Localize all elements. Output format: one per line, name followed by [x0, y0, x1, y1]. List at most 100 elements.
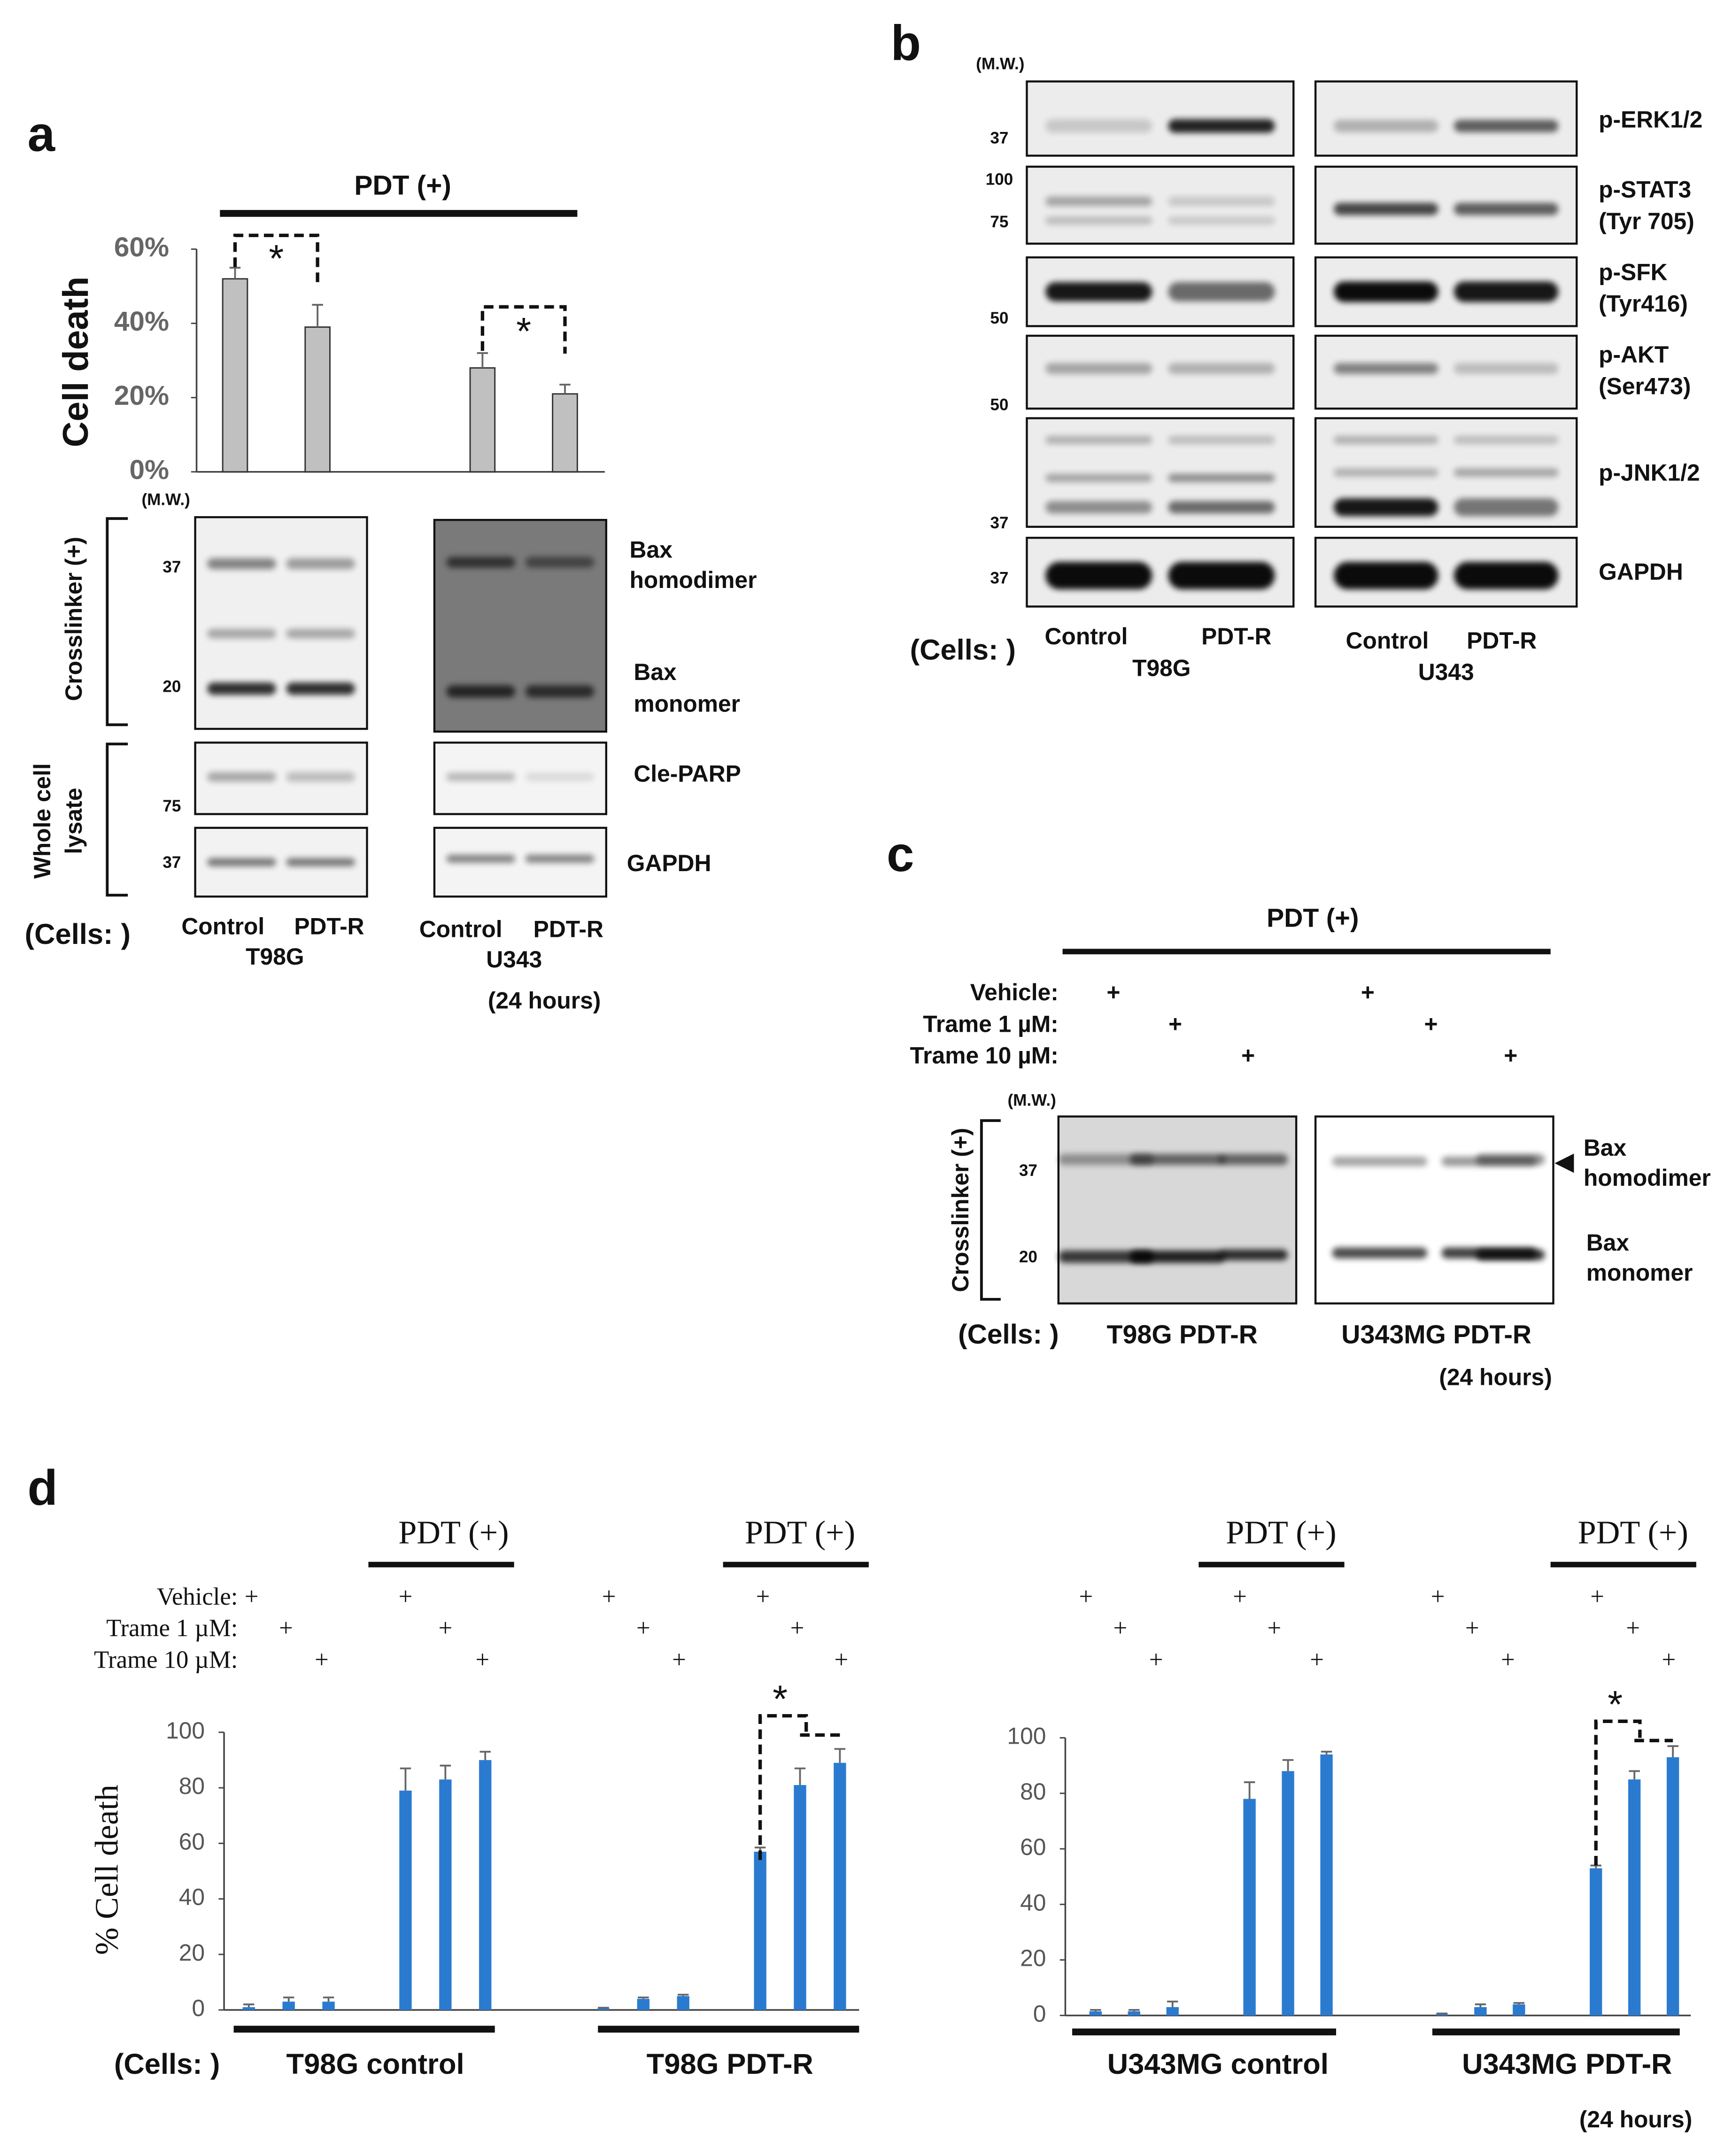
band	[1219, 1249, 1288, 1260]
band	[1045, 436, 1152, 444]
band	[1334, 120, 1438, 132]
label: Control	[181, 913, 264, 940]
treatment-mark: +	[1241, 1043, 1255, 1069]
bar	[399, 1790, 412, 2010]
label: p-JNK1/2	[1599, 460, 1700, 486]
label: U343	[486, 946, 542, 973]
label: *	[516, 310, 531, 353]
label: PDT (+)	[398, 1514, 509, 1551]
treatment-mark: +	[1310, 1646, 1324, 1674]
band	[1219, 1154, 1288, 1165]
label: U343MG PDT-R	[1341, 1320, 1531, 1349]
label: % Cell death	[88, 1785, 125, 1955]
label: (Tyr416)	[1599, 291, 1688, 317]
band	[1334, 281, 1438, 302]
band	[207, 558, 276, 570]
treatment-mark: +	[399, 1583, 413, 1610]
label: Bax	[634, 659, 677, 685]
label: homodimer	[1584, 1165, 1711, 1191]
treatment-mark: +	[315, 1646, 329, 1674]
error-bar	[1513, 2002, 1525, 2005]
band	[1045, 363, 1152, 374]
bar	[677, 1996, 689, 2010]
label: homodimer	[630, 567, 757, 593]
treatment-mark: +	[1501, 1646, 1515, 1674]
band	[1334, 562, 1438, 589]
blot	[194, 516, 368, 730]
bar	[1320, 1754, 1333, 2016]
label: PDT-R	[1467, 627, 1537, 654]
label: 50	[990, 309, 1008, 327]
treatment-mark: +	[279, 1615, 293, 1642]
label: PDT (+)	[354, 170, 451, 201]
label: (24 hours)	[488, 988, 601, 1014]
bracket	[1594, 1719, 1673, 1866]
label: (Tyr 705)	[1599, 208, 1694, 234]
band	[1168, 282, 1275, 301]
label: Bax	[1584, 1135, 1627, 1161]
error-bar	[1090, 2009, 1101, 2011]
band	[1058, 1154, 1154, 1165]
band	[1045, 501, 1152, 514]
y-tick-label: 80	[179, 1773, 205, 1799]
label: Trame 10 µM:	[910, 1043, 1059, 1069]
band	[1129, 1154, 1225, 1165]
label: (Cells: )	[910, 634, 1016, 666]
label: Vehicle:	[970, 979, 1059, 1005]
blot	[1057, 1115, 1298, 1305]
y-tick-label: 100	[1007, 1723, 1046, 1749]
label: Cle-PARP	[634, 761, 741, 787]
band	[1454, 468, 1559, 477]
bar	[637, 1999, 650, 2010]
error-bar	[834, 1748, 846, 1763]
treatment-mark: +	[1504, 1043, 1517, 1069]
band	[446, 854, 515, 863]
bar	[1666, 1757, 1679, 2016]
panel-letter: b	[891, 16, 921, 71]
brace	[980, 1119, 1001, 1301]
bar	[242, 2007, 255, 2010]
label: PDT (+)	[745, 1514, 855, 1551]
label: T98G control	[286, 2048, 464, 2080]
bar	[1474, 2007, 1487, 2016]
bar	[222, 278, 248, 473]
error-bar	[794, 1767, 806, 1785]
label: (Cells: )	[114, 2048, 220, 2080]
label: 37	[990, 569, 1008, 587]
band	[1332, 1247, 1428, 1259]
label: T98G PDT-R	[1107, 1320, 1258, 1349]
label: U343MG PDT-R	[1462, 2048, 1672, 2080]
bar	[1590, 1868, 1602, 2016]
treatment-mark: +	[245, 1583, 259, 1610]
y-tick-label: 100	[166, 1717, 205, 1744]
band	[1476, 1249, 1545, 1260]
band	[525, 773, 595, 781]
blot	[1314, 1115, 1554, 1305]
band	[286, 772, 355, 782]
label: (24 hours)	[1439, 1364, 1552, 1391]
label: 37	[162, 558, 181, 576]
band	[1045, 473, 1152, 482]
label: Whole cell	[29, 763, 55, 879]
label: Trame 1 µM:	[923, 1011, 1059, 1037]
error-bar	[638, 1996, 649, 1999]
y-tick-label: 0	[192, 1995, 205, 2021]
label: (Cells: )	[958, 1319, 1059, 1350]
label: p-STAT3	[1599, 177, 1691, 203]
label: (M.W.)	[976, 55, 1024, 73]
band	[1168, 436, 1275, 444]
label: Control	[419, 916, 503, 942]
bracket	[758, 1714, 840, 1860]
band	[1334, 468, 1438, 477]
error-bar	[243, 2003, 255, 2008]
band	[525, 685, 595, 698]
label: 75	[162, 797, 181, 815]
error-bar	[440, 1764, 451, 1780]
bar	[834, 1762, 846, 2010]
bracket	[480, 305, 567, 354]
label: *	[269, 238, 284, 280]
treatment-mark: +	[636, 1615, 650, 1642]
band	[1168, 363, 1275, 374]
error-bar	[1667, 1745, 1678, 1757]
